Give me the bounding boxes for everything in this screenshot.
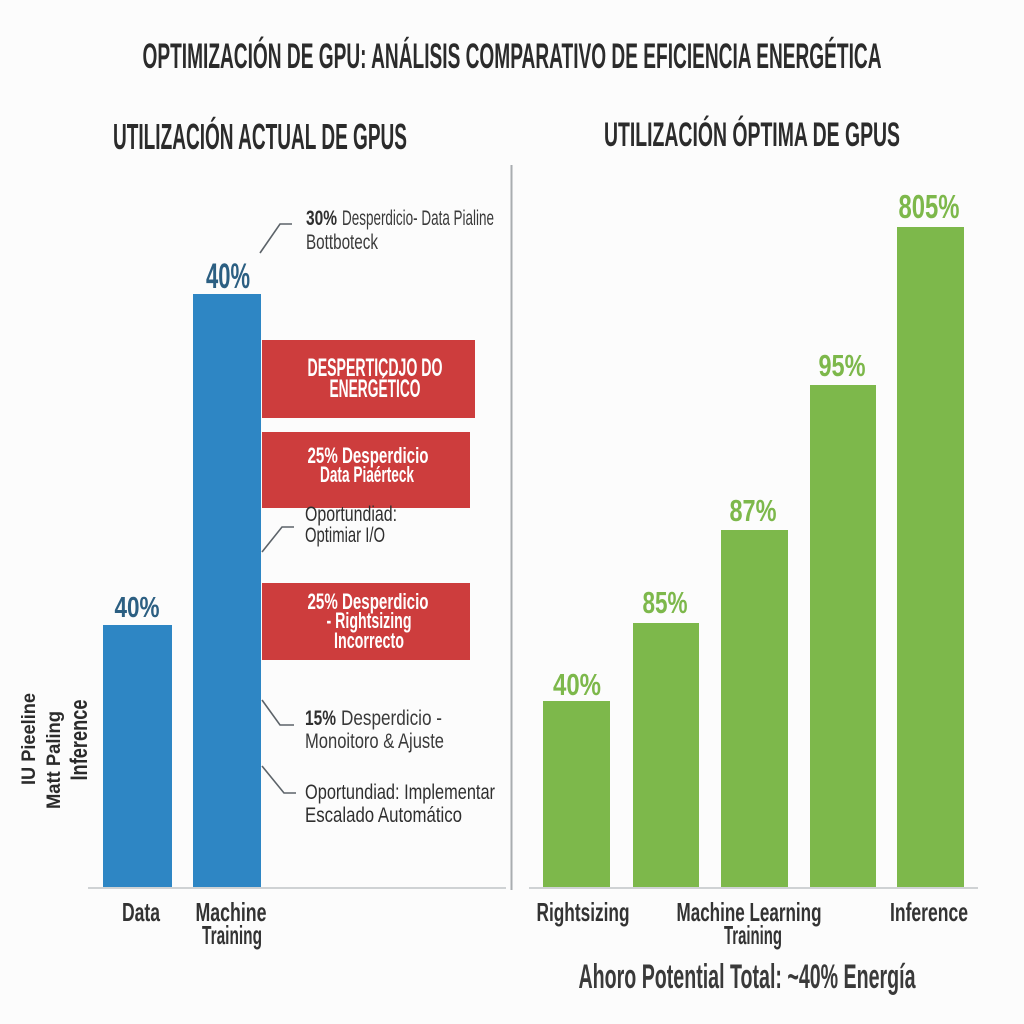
svg-text:DESPERTICDJO DO: DESPERTICDJO DO	[308, 354, 443, 382]
svg-text:UTILIZACIÓN ACTUAL DE GPUS: UTILIZACIÓN ACTUAL DE GPUS	[113, 115, 407, 157]
svg-text:85%: 85%	[643, 585, 688, 620]
svg-text:OPTIMIZACIÓN DE GPU: ANÁLISIS: OPTIMIZACIÓN DE GPU: ANÁLISIS COMPARATIV…	[143, 36, 882, 76]
svg-text:Inference: Inference	[66, 700, 93, 781]
svg-text:Inference: Inference	[890, 897, 968, 927]
svg-text:Matt Paling: Matt Paling	[44, 711, 65, 809]
svg-text:40%: 40%	[115, 592, 160, 624]
svg-text:Training: Training	[202, 920, 262, 950]
svg-text:Desperdicio -: Desperdicio -	[341, 707, 442, 730]
svg-text:40%: 40%	[206, 257, 250, 296]
svg-text:Ahoro Potential Total: ~40% En: Ahoro Potential Total: ~40% Energía	[579, 958, 917, 996]
svg-text:30%: 30%	[306, 207, 337, 230]
svg-text:Optimiar I/O: Optimiar I/O	[305, 524, 385, 547]
svg-text:ENERGÉTICO: ENERGÉTICO	[330, 374, 421, 403]
svg-text:Desperdicio- Data Pialine: Desperdicio- Data Pialine	[342, 207, 494, 230]
svg-text:Bottboteck: Bottboteck	[306, 231, 378, 254]
svg-text:15%: 15%	[305, 707, 336, 730]
svg-text:87%: 87%	[730, 493, 777, 528]
svg-text:Oportundiad:: Oportundiad:	[305, 503, 397, 526]
svg-text:Machine Learning: Machine Learning	[677, 897, 822, 927]
svg-text:Monoitoro & Ajuste: Monoitoro & Ajuste	[305, 730, 444, 753]
svg-text:Data Piaérteck: Data Piaérteck	[320, 462, 414, 487]
svg-text:Incorrecto: Incorrecto	[334, 628, 404, 653]
svg-text:Training: Training	[724, 920, 782, 950]
svg-text:Oportundiad: Implementar: Oportundiad: Implementar	[305, 781, 495, 804]
svg-text:- Rightsizing: - Rightsizing	[327, 608, 412, 633]
svg-text:IU Pieeline: IU Pieeline	[19, 693, 40, 785]
svg-text:25% Desperdicio: 25% Desperdicio	[308, 443, 429, 468]
svg-text:Escalado Automático: Escalado Automático	[305, 804, 462, 827]
svg-text:805%: 805%	[899, 188, 960, 225]
svg-text:95%: 95%	[819, 348, 866, 383]
svg-text:25% Desperdicio: 25% Desperdicio	[308, 589, 429, 614]
svg-text:UTILIZACIÓN ÓPTIMA DE GPUS: UTILIZACIÓN ÓPTIMA DE GPUS	[604, 116, 900, 154]
svg-text:Data: Data	[122, 897, 160, 927]
svg-text:Rightsizing: Rightsizing	[537, 897, 630, 927]
svg-text:Machine: Machine	[196, 897, 267, 927]
svg-text:40%: 40%	[553, 667, 601, 702]
